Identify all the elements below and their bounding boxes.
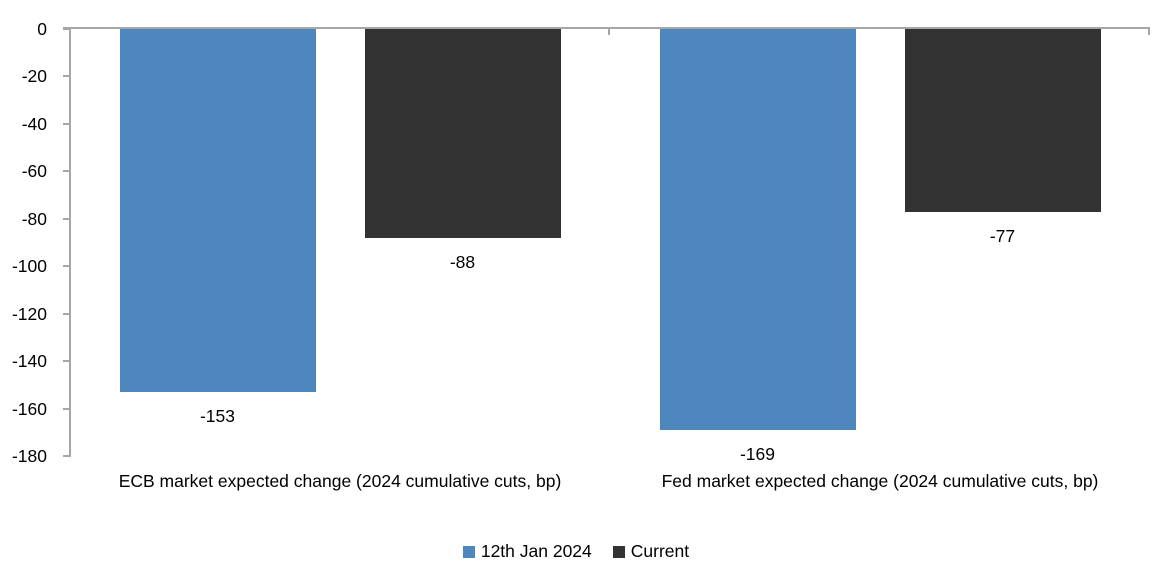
y-tick-mark--180 xyxy=(63,455,70,457)
x-axis-line xyxy=(63,27,1150,29)
y-tick-label--140: -140 xyxy=(11,351,47,372)
y-tick-label--100: -100 xyxy=(11,256,47,277)
category-label-fed: Fed market expected change (2024 cumulat… xyxy=(661,471,1099,491)
y-tick-label--180: -180 xyxy=(11,446,47,466)
legend-swatch-dark-icon xyxy=(612,545,625,558)
bar-current-ecb xyxy=(364,29,561,238)
legend: 12th Jan 2024 Current xyxy=(0,541,1152,562)
legend-item-current: Current xyxy=(612,541,690,562)
y-tick-mark--140 xyxy=(63,360,70,363)
y-tick-label--20: -20 xyxy=(21,66,47,87)
data-label-12th-jan-2024-ecb: -153 xyxy=(199,405,236,426)
data-label-current-ecb: -88 xyxy=(449,251,476,272)
y-tick-label--160: -160 xyxy=(11,398,47,419)
y-axis-line xyxy=(69,27,71,457)
y-tick-label--120: -120 xyxy=(11,303,47,324)
data-label-current-fed: -77 xyxy=(989,225,1016,246)
y-tick-label--60: -60 xyxy=(21,161,47,182)
bar-12th-jan-2024-fed xyxy=(659,29,856,430)
bar-12th-jan-2024-ecb xyxy=(119,29,316,392)
legend-label-current: Current xyxy=(630,541,690,561)
y-tick-mark--100 xyxy=(63,265,70,268)
category-boundary-tick-1 xyxy=(608,27,610,35)
y-tick-label-0: 0 xyxy=(37,19,47,39)
y-tick-mark--60 xyxy=(63,170,70,173)
y-tick-label--40: -40 xyxy=(21,113,47,134)
y-tick-mark--20 xyxy=(63,75,70,78)
category-label-ecb: ECB market expected change (2024 cumulat… xyxy=(118,471,562,491)
y-tick-mark--160 xyxy=(63,407,70,410)
legend-swatch-blue-icon xyxy=(462,545,475,558)
y-tick-mark--80 xyxy=(63,217,70,220)
legend-item-12th-jan-2024: 12th Jan 2024 xyxy=(462,541,592,562)
data-label-12th-jan-2024-fed: -169 xyxy=(739,443,776,464)
y-tick-mark-0 xyxy=(63,28,70,30)
bar-current-fed xyxy=(904,29,1101,212)
category-boundary-tick-2 xyxy=(1148,27,1150,35)
y-tick-label--80: -80 xyxy=(21,208,47,229)
y-tick-mark--40 xyxy=(63,122,70,125)
y-tick-mark--120 xyxy=(63,312,70,315)
legend-label-12th-jan-2024: 12th Jan 2024 xyxy=(480,541,592,561)
